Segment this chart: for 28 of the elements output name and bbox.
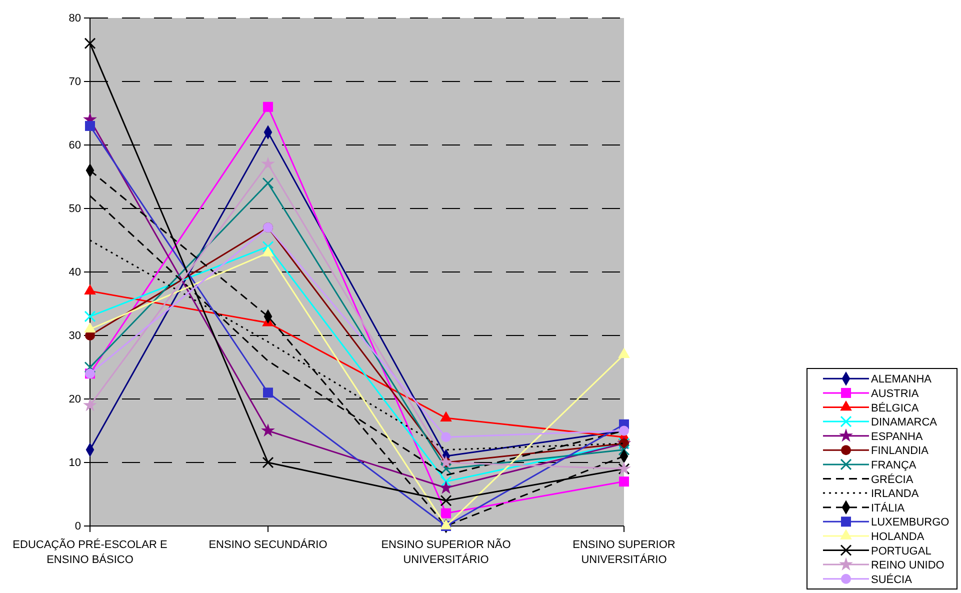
- x-tick-label: ENSINO SUPERIOR UNIVERSITÁRIO: [572, 539, 676, 566]
- legend-label: DINAMARCA: [871, 416, 938, 429]
- y-tick-label: 60: [68, 140, 81, 152]
- legend-label: SUÉCIA: [871, 572, 913, 586]
- y-tick-label: 0: [74, 520, 81, 533]
- y-tick-label: 10: [68, 457, 81, 470]
- x-tick-label: ENSINO SUPERIOR NÃO UNIVERSITÁRIO: [381, 538, 512, 566]
- y-tick-label: 30: [68, 330, 81, 342]
- legend-label: BÉLGICA: [871, 401, 920, 414]
- legend-label: LUXEMBURGO: [871, 516, 950, 529]
- legend-label: FINLANDIA: [871, 445, 930, 458]
- legend-label: IRLANDA: [871, 488, 920, 500]
- legend-label: ESPANHA: [871, 430, 924, 443]
- legend-label: FRANÇA: [871, 459, 917, 472]
- y-tick-label: 70: [68, 76, 81, 88]
- legend-label: ALEMANHA: [871, 374, 932, 386]
- legend-label: PORTUGAL: [871, 545, 932, 558]
- y-tick-label: 50: [68, 203, 81, 216]
- x-tick-label: ENSINO SECUNDÁRIO: [208, 538, 328, 551]
- legend-label: HOLANDA: [871, 530, 925, 543]
- legend-label: GRÉCIA: [871, 472, 914, 486]
- legend-label: REINO UNIDO: [871, 560, 945, 572]
- y-tick-label: 20: [68, 394, 81, 406]
- y-tick-label: 80: [68, 12, 81, 25]
- x-tick-label: EDUCAÇÃO PRÉ-ESCOLAR E ENSINO BÁSICO: [12, 538, 168, 566]
- legend-label: ITÁLIA: [871, 501, 906, 514]
- y-tick-label: 40: [68, 266, 81, 279]
- legend-label: AUSTRIA: [871, 388, 920, 400]
